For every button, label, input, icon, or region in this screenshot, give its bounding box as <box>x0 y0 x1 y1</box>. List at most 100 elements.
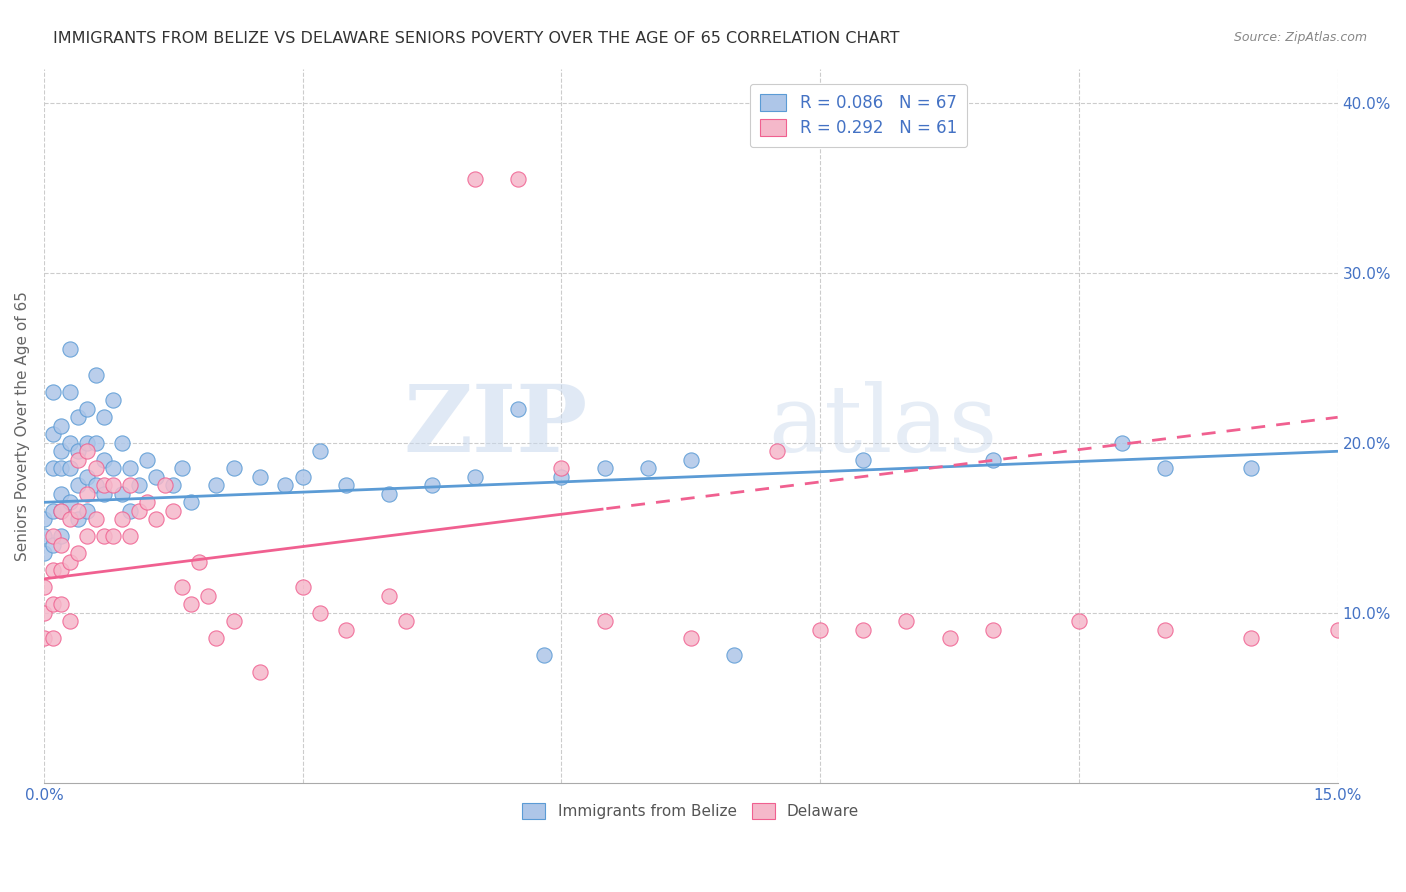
Point <box>205 478 228 492</box>
Point <box>593 615 616 629</box>
Point <box>41 427 63 442</box>
Point <box>41 563 63 577</box>
Point <box>49 487 72 501</box>
Point <box>378 589 401 603</box>
Point <box>67 504 90 518</box>
Point <box>593 461 616 475</box>
Point <box>49 444 72 458</box>
Point <box>222 461 245 475</box>
Point <box>59 512 82 526</box>
Point <box>136 452 159 467</box>
Point <box>120 461 142 475</box>
Point <box>110 487 132 501</box>
Point <box>180 495 202 509</box>
Point <box>49 529 72 543</box>
Point <box>120 478 142 492</box>
Point <box>464 470 486 484</box>
Point <box>808 623 831 637</box>
Point <box>145 470 167 484</box>
Point <box>274 478 297 492</box>
Point <box>49 504 72 518</box>
Point <box>41 598 63 612</box>
Point <box>291 470 314 484</box>
Point <box>76 444 98 458</box>
Point <box>41 384 63 399</box>
Point <box>637 461 659 475</box>
Point <box>84 512 107 526</box>
Point <box>32 632 55 646</box>
Point <box>41 529 63 543</box>
Point <box>110 512 132 526</box>
Point <box>59 343 82 357</box>
Point <box>67 512 90 526</box>
Point <box>335 623 357 637</box>
Point <box>32 546 55 560</box>
Point <box>291 581 314 595</box>
Point <box>1111 435 1133 450</box>
Point <box>59 495 82 509</box>
Point <box>93 529 115 543</box>
Point <box>145 512 167 526</box>
Point <box>188 555 211 569</box>
Point <box>464 172 486 186</box>
Point <box>84 435 107 450</box>
Point <box>67 478 90 492</box>
Point <box>101 461 124 475</box>
Point <box>852 623 875 637</box>
Point <box>76 487 98 501</box>
Point <box>101 478 124 492</box>
Point <box>84 478 107 492</box>
Point <box>41 538 63 552</box>
Text: atlas: atlas <box>769 381 998 471</box>
Point <box>378 487 401 501</box>
Point <box>32 581 55 595</box>
Point <box>67 546 90 560</box>
Point <box>222 615 245 629</box>
Point <box>49 598 72 612</box>
Point <box>335 478 357 492</box>
Point <box>84 368 107 382</box>
Point <box>170 581 193 595</box>
Point <box>59 615 82 629</box>
Point <box>59 555 82 569</box>
Point <box>395 615 418 629</box>
Point <box>1154 623 1177 637</box>
Point <box>76 504 98 518</box>
Point <box>41 632 63 646</box>
Point <box>49 461 72 475</box>
Point <box>93 452 115 467</box>
Point <box>679 452 702 467</box>
Point <box>49 418 72 433</box>
Point <box>128 504 150 518</box>
Point <box>32 512 55 526</box>
Point <box>136 495 159 509</box>
Point <box>550 470 572 484</box>
Point <box>128 478 150 492</box>
Point <box>101 529 124 543</box>
Y-axis label: Seniors Poverty Over the Age of 65: Seniors Poverty Over the Age of 65 <box>15 291 30 561</box>
Point <box>896 615 918 629</box>
Point <box>59 384 82 399</box>
Point <box>76 401 98 416</box>
Point <box>32 529 55 543</box>
Point <box>249 665 271 680</box>
Point <box>120 529 142 543</box>
Point <box>84 461 107 475</box>
Point <box>852 452 875 467</box>
Point <box>41 461 63 475</box>
Point <box>1067 615 1090 629</box>
Point <box>32 606 55 620</box>
Point <box>508 172 530 186</box>
Point <box>508 401 530 416</box>
Point <box>1326 623 1348 637</box>
Point <box>249 470 271 484</box>
Point <box>67 444 90 458</box>
Point <box>67 410 90 425</box>
Point <box>309 606 332 620</box>
Point <box>110 435 132 450</box>
Point <box>162 478 184 492</box>
Point <box>120 504 142 518</box>
Text: IMMIGRANTS FROM BELIZE VS DELAWARE SENIORS POVERTY OVER THE AGE OF 65 CORRELATIO: IMMIGRANTS FROM BELIZE VS DELAWARE SENIO… <box>53 31 900 46</box>
Point <box>420 478 443 492</box>
Point <box>93 410 115 425</box>
